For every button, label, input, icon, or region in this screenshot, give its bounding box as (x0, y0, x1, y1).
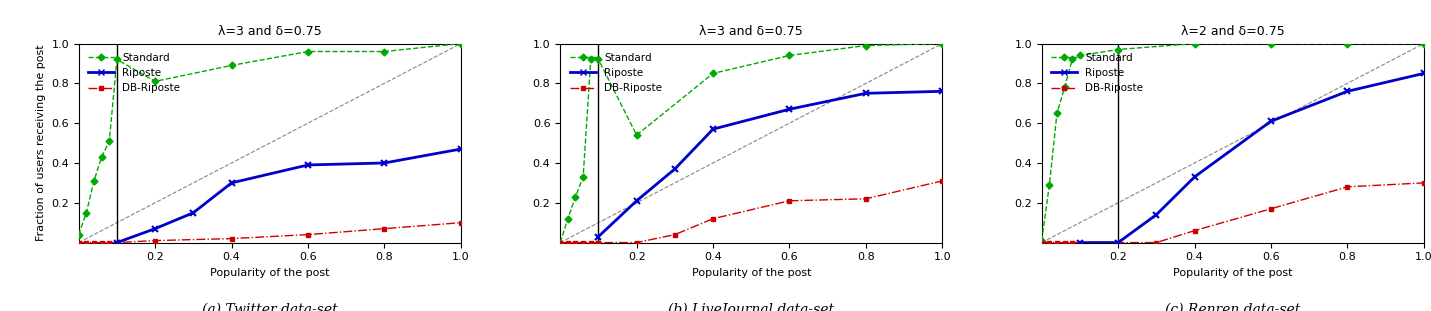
Text: (a) Twitter data-set: (a) Twitter data-set (202, 302, 338, 311)
X-axis label: Popularity of the post: Popularity of the post (210, 268, 329, 278)
Legend: Standard, Riposte, DB-Riposte: Standard, Riposte, DB-Riposte (565, 49, 665, 97)
Title: λ=3 and δ=0.75: λ=3 and δ=0.75 (218, 25, 322, 38)
X-axis label: Popularity of the post: Popularity of the post (691, 268, 811, 278)
Title: λ=2 and δ=0.75: λ=2 and δ=0.75 (1181, 25, 1285, 38)
Text: (b) LiveJournal data-set: (b) LiveJournal data-set (668, 302, 834, 311)
Title: λ=3 and δ=0.75: λ=3 and δ=0.75 (700, 25, 803, 38)
X-axis label: Popularity of the post: Popularity of the post (1173, 268, 1292, 278)
Y-axis label: Fraction of users receiving the post: Fraction of users receiving the post (36, 45, 46, 241)
Legend: Standard, Riposte, DB-Riposte: Standard, Riposte, DB-Riposte (84, 49, 185, 97)
Text: (c) Renren data-set: (c) Renren data-set (1165, 302, 1301, 311)
Legend: Standard, Riposte, DB-Riposte: Standard, Riposte, DB-Riposte (1047, 49, 1148, 97)
